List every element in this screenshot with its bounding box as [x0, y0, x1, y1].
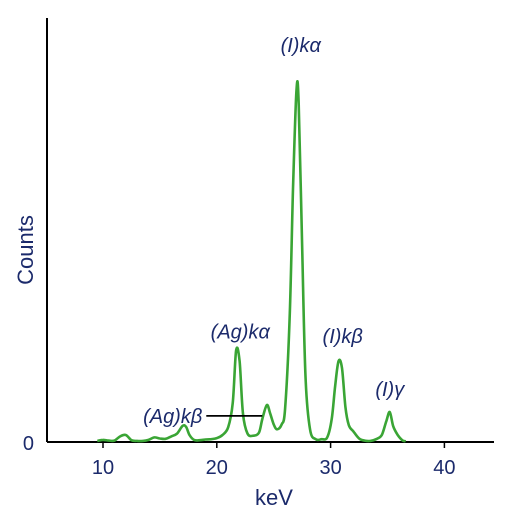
peak-label-1: (Ag)kα [211, 321, 271, 343]
peak-label-0: (I)kα [281, 35, 322, 57]
series-layer [97, 80, 407, 443]
y-axis-label: Counts [13, 215, 38, 285]
spectrum-series-line-0 [97, 80, 407, 443]
peak-label-3: (I)γ [375, 379, 405, 401]
x-axis-label: keV [255, 485, 293, 510]
peak-label-2: (I)kβ [323, 326, 363, 348]
peak-annotations: (I)kα (Ag)kα (I)kβ (I)γ (Ag)kβ [143, 35, 405, 428]
x-tick-label-40: 40 [433, 457, 455, 479]
x-tick-label-10: 10 [92, 457, 114, 479]
axes [46, 18, 494, 443]
y-tick-label-0: 0 [23, 433, 34, 455]
x-ticks: 10 20 30 40 [92, 442, 456, 479]
x-tick-label-20: 20 [206, 457, 228, 479]
peak-label-4: (Ag)kβ [143, 406, 202, 428]
x-tick-label-30: 30 [319, 457, 341, 479]
